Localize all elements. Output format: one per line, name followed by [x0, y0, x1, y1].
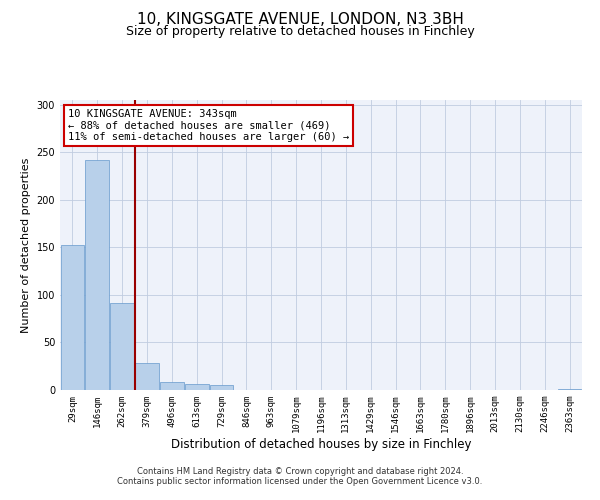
X-axis label: Distribution of detached houses by size in Finchley: Distribution of detached houses by size …: [171, 438, 471, 451]
Text: Contains public sector information licensed under the Open Government Licence v3: Contains public sector information licen…: [118, 477, 482, 486]
Bar: [135, 364, 159, 390]
Text: Contains HM Land Registry data © Crown copyright and database right 2024.: Contains HM Land Registry data © Crown c…: [137, 467, 463, 476]
Text: 10 KINGSGATE AVENUE: 343sqm
← 88% of detached houses are smaller (469)
11% of se: 10 KINGSGATE AVENUE: 343sqm ← 88% of det…: [68, 108, 349, 142]
Bar: [210, 385, 233, 390]
Y-axis label: Number of detached properties: Number of detached properties: [21, 158, 31, 332]
Text: Size of property relative to detached houses in Finchley: Size of property relative to detached ho…: [125, 25, 475, 38]
Bar: [185, 384, 209, 390]
Bar: [85, 160, 109, 390]
Bar: [61, 246, 84, 390]
Bar: [558, 389, 581, 390]
Bar: [160, 382, 184, 390]
Bar: [110, 302, 134, 390]
Text: 10, KINGSGATE AVENUE, LONDON, N3 3BH: 10, KINGSGATE AVENUE, LONDON, N3 3BH: [137, 12, 463, 28]
